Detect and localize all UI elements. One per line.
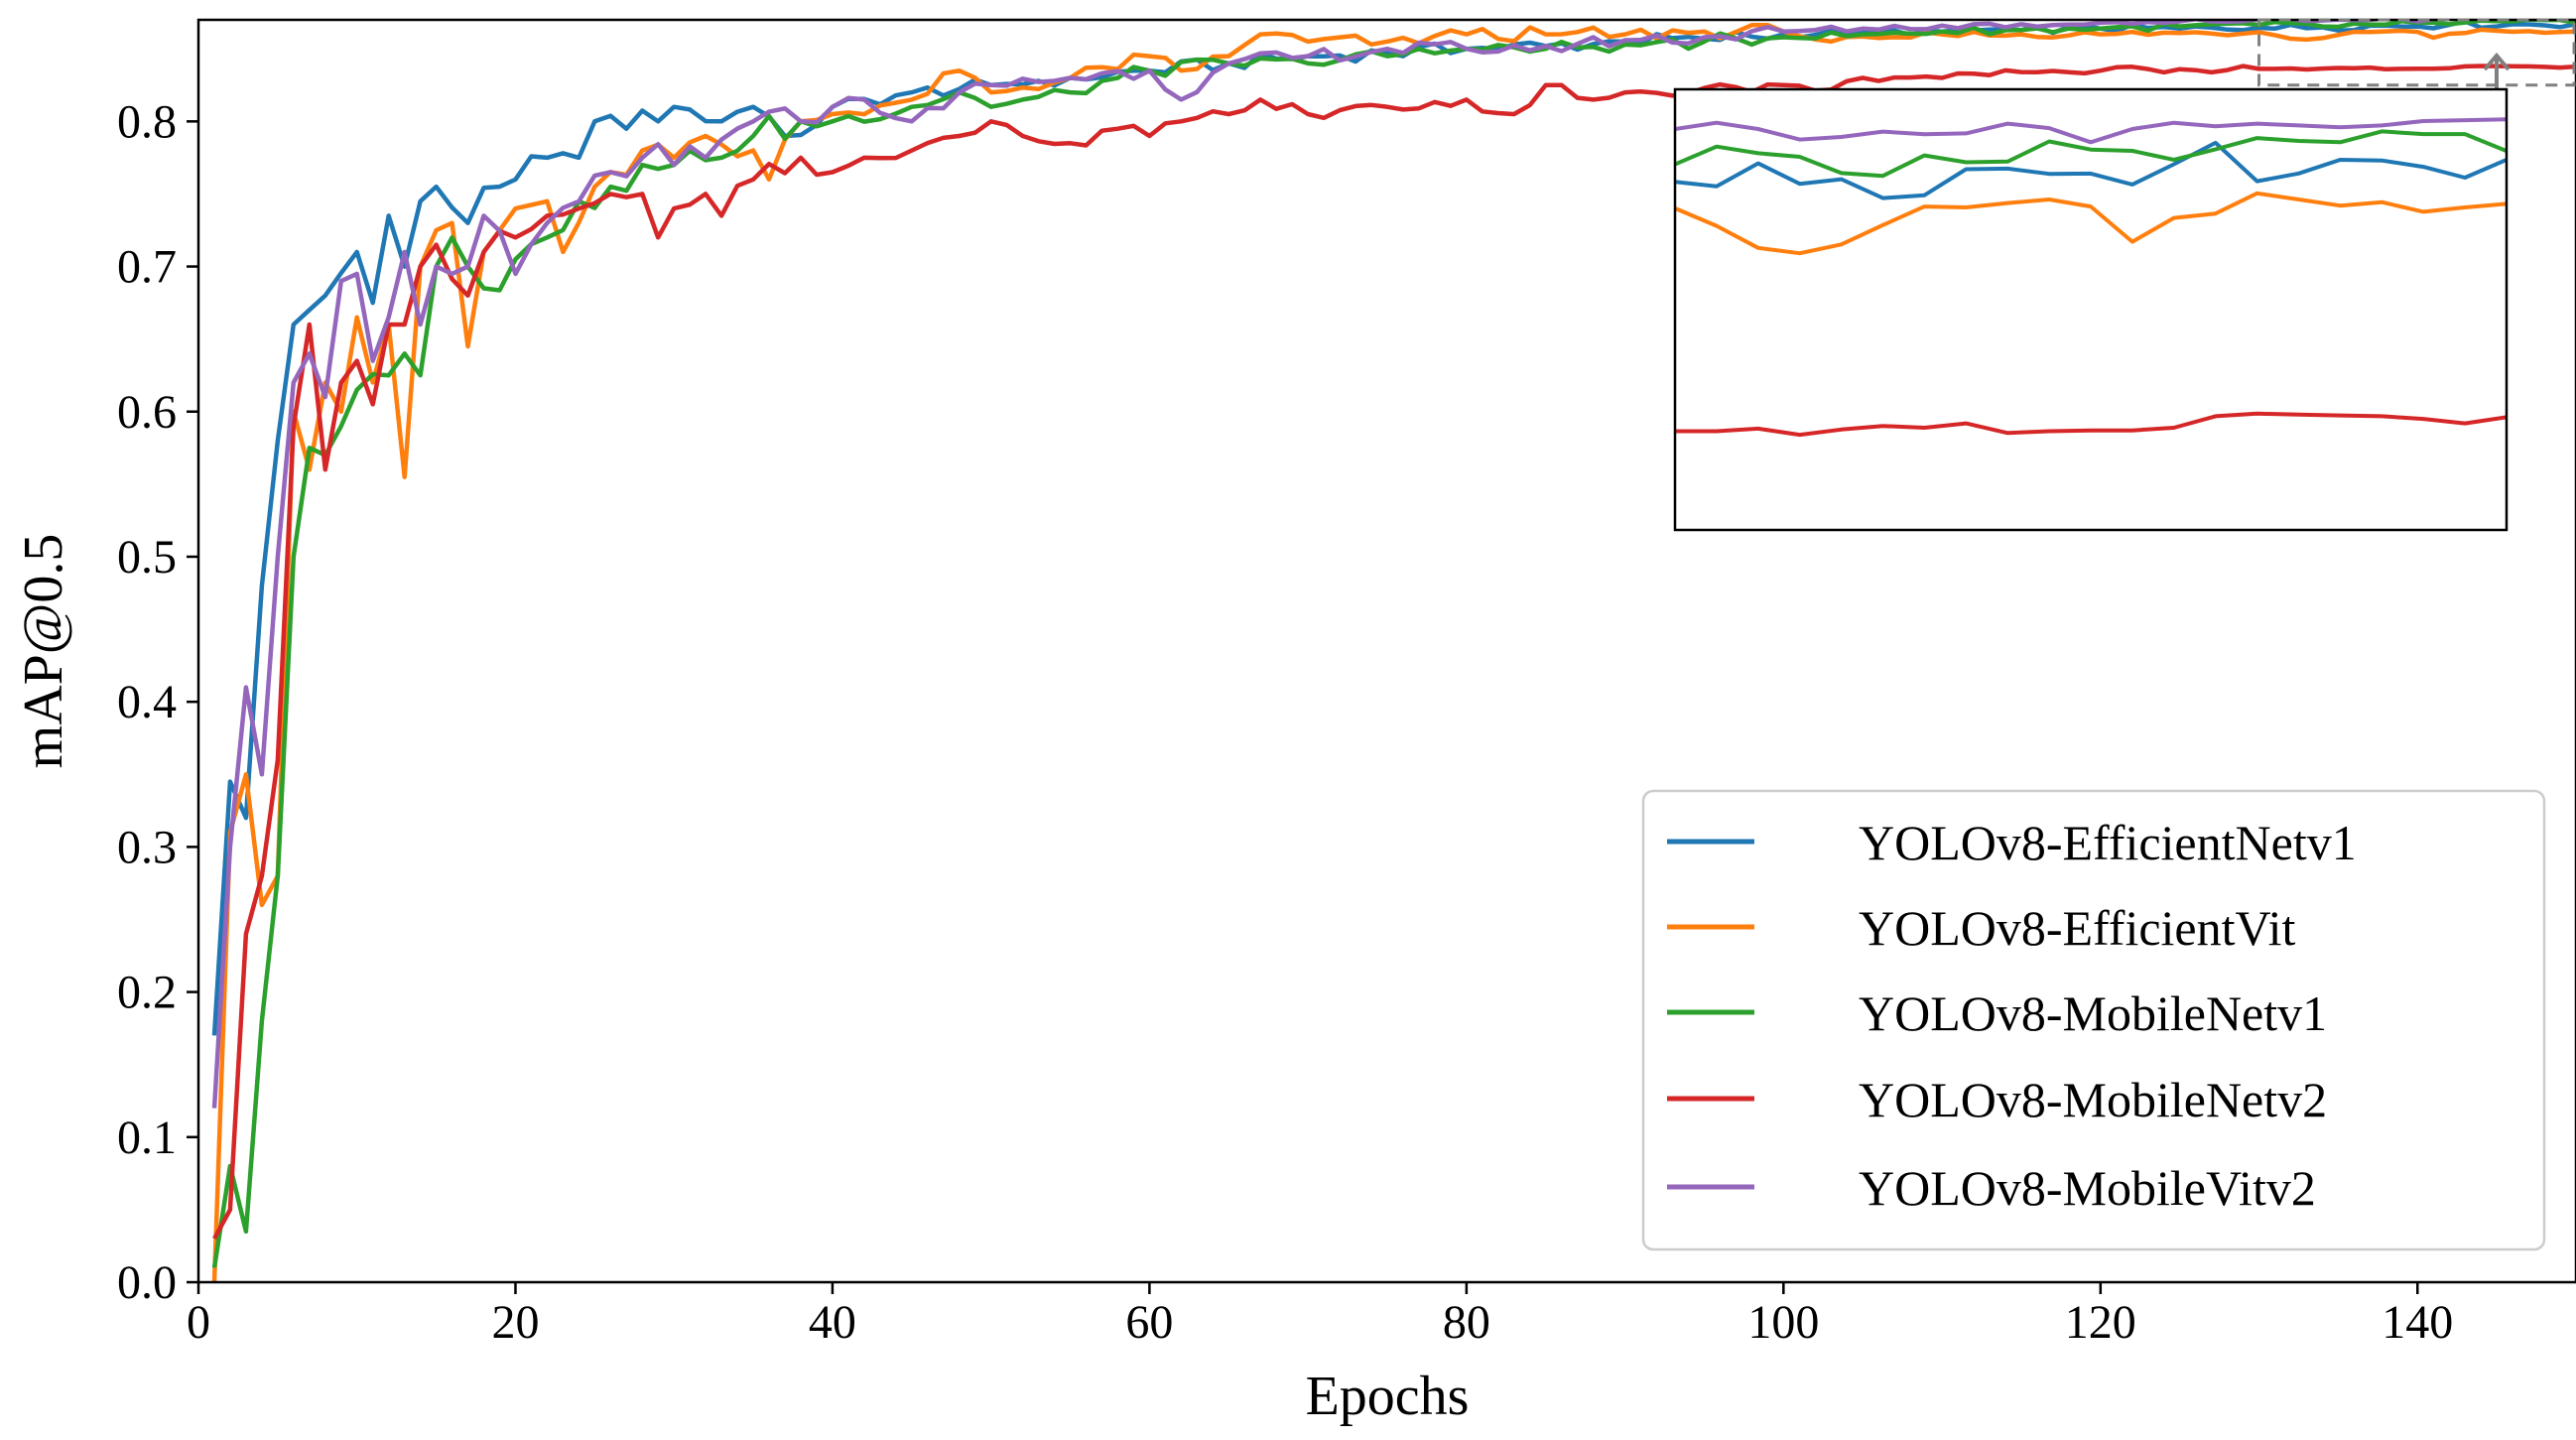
zoom-region-indicator (2257, 18, 2576, 87)
x-tick-label: 40 (809, 1296, 856, 1349)
y-tick-label: 0.0 (117, 1256, 177, 1309)
y-tick-label: 0.8 (117, 95, 177, 148)
legend-label-4: YOLOv8-MobileNetv2 (1859, 1072, 2327, 1127)
x-axis-label: Epochs (1306, 1366, 1470, 1427)
y-axis-label: mAP@0.5 (13, 534, 74, 769)
plot-frame (196, 18, 2576, 1284)
x-tick-label: 20 (491, 1296, 539, 1349)
x-tick-label: 80 (1443, 1296, 1490, 1349)
legend-entry-2: YOLOv8-EfficientVit (1667, 900, 2296, 956)
inset-series-line-3 (1675, 129, 2507, 179)
inset-series-line-4 (1675, 411, 2507, 438)
legend: YOLOv8-EfficientNetv1 YOLOv8-EfficientVi… (1641, 789, 2546, 1251)
x-tick-label: 100 (1747, 1296, 1819, 1349)
series-layer (211, 20, 2576, 1282)
x-tick-label: 60 (1125, 1296, 1173, 1349)
inset-series-line-1 (1675, 140, 2507, 200)
legend-label-1: YOLOv8-EfficientNetv1 (1859, 815, 2357, 870)
zoom-arrow-icon (2483, 52, 2511, 71)
inset-frame (1673, 87, 2509, 532)
x-tick-label: 140 (2382, 1296, 2453, 1349)
legend-entry-1: YOLOv8-EfficientNetv1 (1667, 815, 2357, 870)
legend-label-5: YOLOv8-MobileVitv2 (1859, 1160, 2316, 1216)
x-tick-label: 0 (187, 1296, 210, 1349)
y-tick-label: 0.5 (117, 531, 177, 584)
legend-entry-5: YOLOv8-MobileVitv2 (1667, 1160, 2316, 1216)
x-tick-label: 120 (2065, 1296, 2136, 1349)
y-tick-label: 0.3 (117, 821, 177, 873)
legend-entry-3: YOLOv8-MobileNetv1 (1667, 985, 2327, 1041)
series-line-3 (211, 20, 2576, 1268)
legend-entry-4: YOLOv8-MobileNetv2 (1667, 1072, 2327, 1127)
inset-series-layer (1675, 117, 2507, 438)
series-line-4 (212, 64, 2576, 1241)
inset-series-line-5 (1675, 117, 2507, 145)
y-tick-label: 0.4 (117, 676, 177, 728)
y-tick-label: 0.2 (117, 967, 177, 1019)
legend-box (1641, 789, 2546, 1251)
ticks-layer: 0 20 40 60 80 100 120 140 0.0 0.1 0.2 0.3 0.4 0.5 0.6 0… (117, 95, 2453, 1349)
inset-series-line-2 (1675, 191, 2507, 256)
y-tick-label: 0.1 (117, 1112, 177, 1164)
legend-label-2: YOLOv8-EfficientVit (1859, 900, 2296, 956)
y-tick-label: 0.6 (117, 386, 177, 439)
y-tick-label: 0.7 (117, 241, 177, 294)
legend-label-3: YOLOv8-MobileNetv1 (1859, 985, 2327, 1041)
